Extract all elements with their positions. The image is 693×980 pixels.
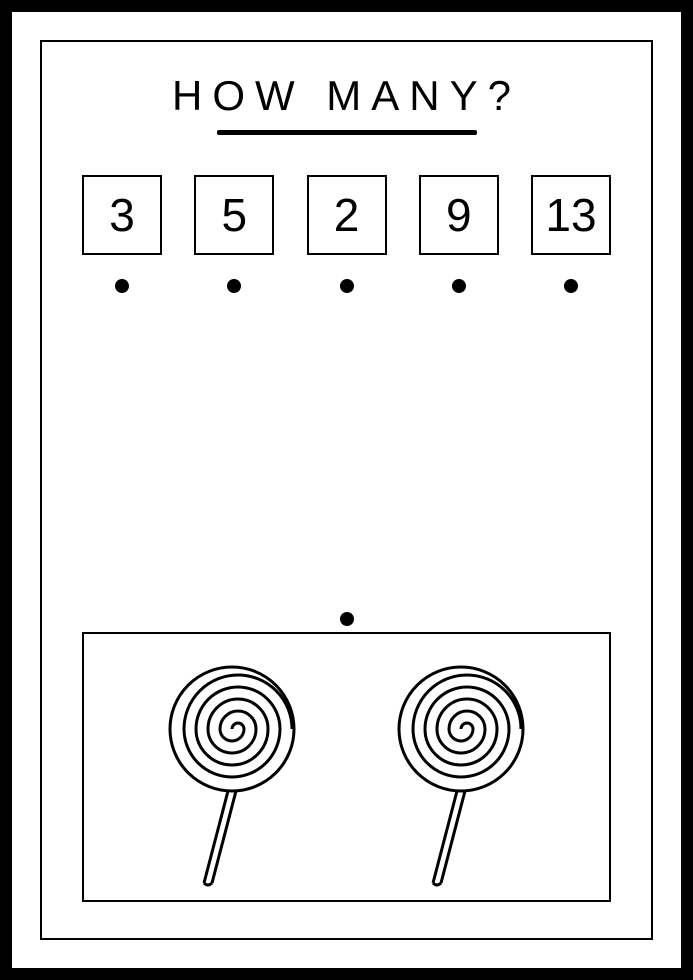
option-cell: 3 [82,175,162,293]
option-cell: 13 [531,175,611,293]
option-box-5[interactable]: 13 [531,175,611,255]
option-cell: 5 [194,175,274,293]
inner-frame: HOW MANY? 3 5 2 9 13 [40,40,653,940]
lollipop-icon [152,647,312,887]
options-row: 3 5 2 9 13 [82,175,611,293]
option-dot [227,279,241,293]
answer-dot [340,612,354,626]
option-dot [452,279,466,293]
option-box-4[interactable]: 9 [419,175,499,255]
outer-frame: HOW MANY? 3 5 2 9 13 [0,0,693,980]
option-box-3[interactable]: 2 [307,175,387,255]
lollipop-icon [381,647,541,887]
option-cell: 9 [419,175,499,293]
option-dot [340,279,354,293]
option-cell: 2 [307,175,387,293]
option-dot [115,279,129,293]
option-dot [564,279,578,293]
page-title: HOW MANY? [42,72,651,120]
image-box [82,632,611,902]
option-box-2[interactable]: 5 [194,175,274,255]
title-underline [217,130,477,135]
option-box-1[interactable]: 3 [82,175,162,255]
answer-dot-wrap [42,612,651,626]
